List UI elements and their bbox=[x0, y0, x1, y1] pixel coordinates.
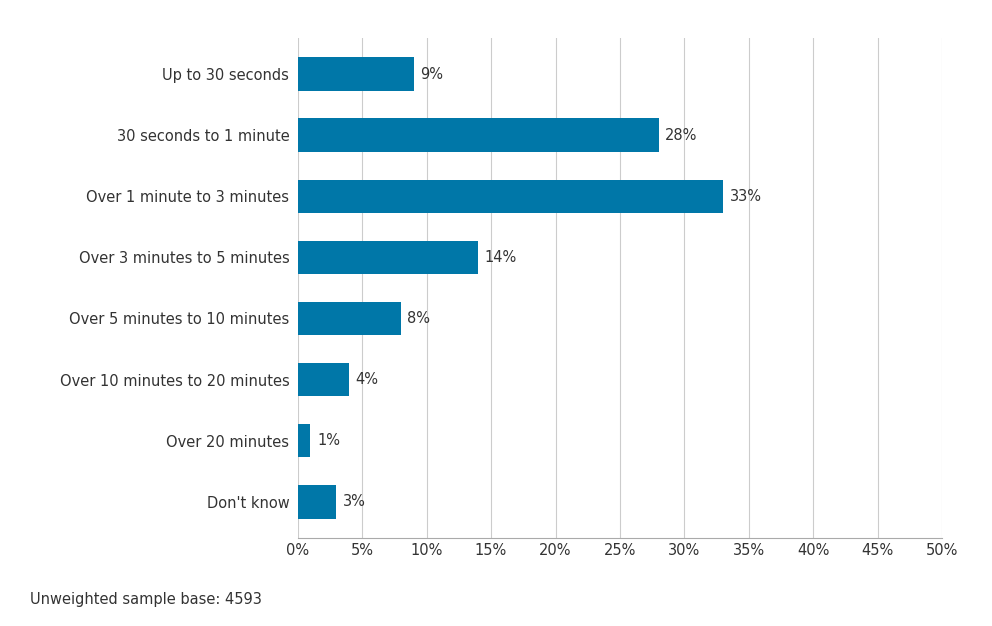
Text: 3%: 3% bbox=[343, 494, 366, 509]
Text: 1%: 1% bbox=[316, 433, 340, 448]
Text: 14%: 14% bbox=[484, 250, 517, 265]
Text: 9%: 9% bbox=[420, 67, 443, 82]
Text: Unweighted sample base: 4593: Unweighted sample base: 4593 bbox=[30, 592, 262, 607]
Text: 4%: 4% bbox=[355, 372, 379, 387]
Bar bbox=[298, 485, 336, 518]
Bar bbox=[298, 302, 401, 336]
Bar bbox=[298, 424, 310, 458]
Bar bbox=[298, 58, 414, 91]
Bar bbox=[298, 118, 659, 152]
Bar bbox=[298, 240, 478, 274]
Text: 33%: 33% bbox=[729, 189, 762, 204]
Bar bbox=[298, 180, 723, 213]
Text: 8%: 8% bbox=[407, 311, 431, 326]
Text: 28%: 28% bbox=[665, 128, 697, 143]
Bar bbox=[298, 363, 349, 396]
